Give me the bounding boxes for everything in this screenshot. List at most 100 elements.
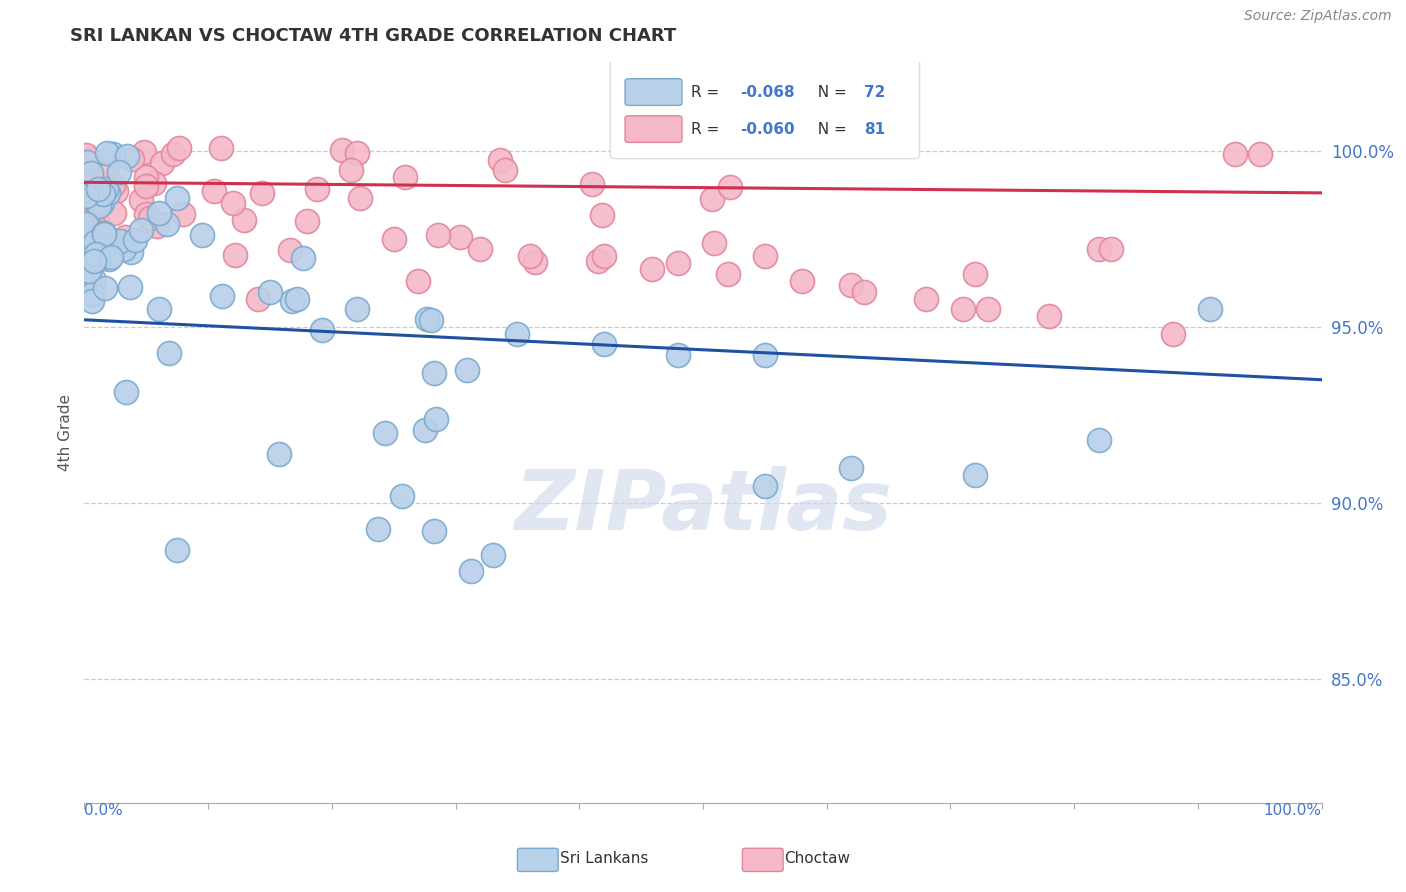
Point <box>108 234 131 248</box>
Point <box>84 210 107 224</box>
Point <box>83 235 105 249</box>
Text: SRI LANKAN VS CHOCTAW 4TH GRADE CORRELATION CHART: SRI LANKAN VS CHOCTAW 4TH GRADE CORRELAT… <box>70 27 676 45</box>
Point <box>367 522 389 536</box>
Point <box>222 196 245 211</box>
Text: 0.0%: 0.0% <box>84 803 124 818</box>
Point <box>93 226 115 240</box>
Text: -0.068: -0.068 <box>740 85 794 100</box>
Point <box>717 267 740 281</box>
Point <box>156 217 179 231</box>
Point <box>148 301 170 316</box>
Point <box>267 447 290 461</box>
Text: Sri Lankans: Sri Lankans <box>560 852 648 866</box>
Point <box>75 225 97 239</box>
Point <box>1038 310 1060 324</box>
Text: 100.0%: 100.0% <box>1264 803 1322 818</box>
Point <box>96 145 118 160</box>
Point <box>976 302 998 317</box>
Point <box>97 252 120 267</box>
Point <box>91 195 114 210</box>
Point <box>80 166 103 180</box>
Point <box>1099 242 1122 256</box>
Point <box>77 264 100 278</box>
Text: R =: R = <box>690 121 724 136</box>
Point <box>965 467 987 482</box>
Point <box>593 249 616 263</box>
Point <box>166 192 188 206</box>
Point <box>94 281 117 295</box>
Text: 72: 72 <box>863 85 886 100</box>
Point <box>82 293 104 308</box>
Point <box>914 292 936 306</box>
Point <box>246 292 269 306</box>
Point <box>112 242 135 256</box>
Point <box>391 490 413 504</box>
Point <box>101 178 124 192</box>
Point <box>423 366 446 380</box>
Point <box>233 213 256 227</box>
Point <box>75 189 97 203</box>
Point <box>150 155 173 169</box>
Y-axis label: 4th Grade: 4th Grade <box>58 394 73 471</box>
Point <box>132 145 155 160</box>
Point <box>103 206 125 220</box>
Point <box>172 207 194 221</box>
Point <box>118 280 141 294</box>
Point <box>94 235 117 250</box>
Point <box>259 285 281 299</box>
Point <box>90 194 112 208</box>
Point <box>340 163 363 178</box>
Point <box>84 246 107 260</box>
Point <box>76 155 98 169</box>
Point <box>408 274 430 288</box>
Point <box>1088 433 1111 447</box>
Point <box>166 543 188 558</box>
Text: Source: ZipAtlas.com: Source: ZipAtlas.com <box>1244 9 1392 23</box>
Point <box>330 144 353 158</box>
Point <box>80 287 103 301</box>
Point <box>107 164 129 178</box>
Point <box>129 193 152 207</box>
Point <box>488 153 510 168</box>
Point <box>76 228 98 243</box>
Point <box>114 229 136 244</box>
Point <box>415 424 437 438</box>
Point <box>97 186 120 200</box>
Point <box>202 184 225 198</box>
Point <box>382 232 405 246</box>
Point <box>456 363 478 377</box>
Point <box>841 461 863 475</box>
Text: N =: N = <box>808 121 852 136</box>
Point <box>89 199 111 213</box>
Point <box>94 182 117 196</box>
Point <box>101 147 124 161</box>
Point <box>100 250 122 264</box>
Point <box>841 277 863 292</box>
Point <box>278 243 301 257</box>
Text: R =: R = <box>690 85 724 100</box>
Point <box>135 207 157 221</box>
Point <box>120 244 142 259</box>
Point <box>394 170 416 185</box>
Point <box>91 187 114 202</box>
Point <box>80 152 103 166</box>
Point <box>135 170 157 185</box>
Point <box>83 229 105 244</box>
Point <box>754 249 776 263</box>
Point <box>250 186 273 201</box>
Text: ZIPatlas: ZIPatlas <box>515 467 891 547</box>
Point <box>481 548 503 562</box>
Point <box>162 146 184 161</box>
Point <box>449 230 471 244</box>
Point <box>519 249 541 263</box>
Point <box>1249 147 1271 161</box>
Text: -0.060: -0.060 <box>740 121 794 136</box>
Point <box>425 411 447 425</box>
Point <box>142 176 165 190</box>
Point <box>121 153 143 167</box>
Point <box>346 145 368 160</box>
Point <box>423 524 446 538</box>
Point <box>191 227 214 242</box>
Point <box>224 248 246 262</box>
Point <box>1161 326 1184 341</box>
